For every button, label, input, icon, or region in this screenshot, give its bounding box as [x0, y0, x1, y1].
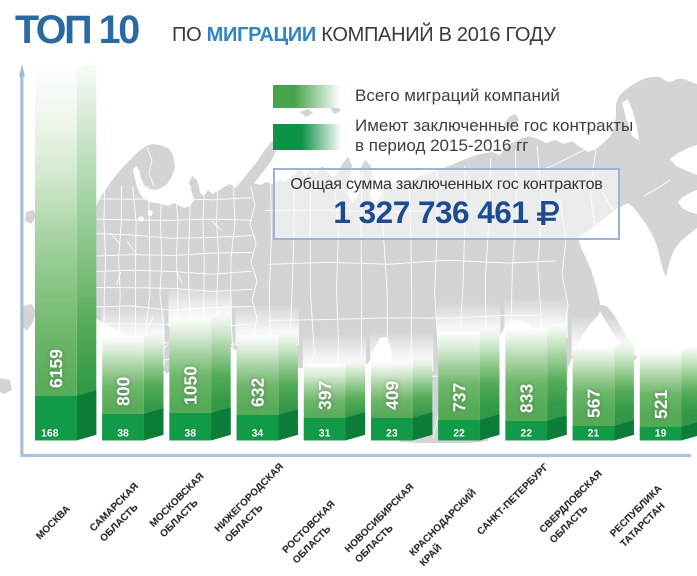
svg-text:800: 800 — [113, 377, 133, 406]
svg-text:833: 833 — [516, 384, 536, 413]
svg-text:6159: 6159 — [46, 349, 66, 388]
svg-text:22: 22 — [453, 428, 465, 440]
svg-text:1050: 1050 — [180, 366, 200, 405]
svg-text:22: 22 — [520, 428, 532, 440]
svg-text:23: 23 — [386, 428, 398, 440]
svg-text:409: 409 — [382, 381, 402, 410]
svg-text:38: 38 — [184, 428, 196, 440]
svg-text:СВЕРДЛОВСКАЯОБЛАСТЬ: СВЕРДЛОВСКАЯОБЛАСТЬ — [538, 469, 615, 546]
svg-text:737: 737 — [449, 383, 469, 412]
svg-text:632: 632 — [248, 378, 268, 407]
svg-text:МОСКВА: МОСКВА — [34, 504, 72, 542]
svg-text:168: 168 — [41, 428, 59, 440]
svg-text:РЕСПУБЛИКАТАТАРСТАН: РЕСПУБЛИКАТАТАРСТАН — [608, 483, 674, 549]
svg-text:34: 34 — [252, 428, 264, 440]
svg-text:38: 38 — [117, 428, 129, 440]
svg-text:РОСТОВСКАЯОБЛАСТЬ: РОСТОВСКАЯОБЛАСТЬ — [281, 499, 348, 566]
svg-text:567: 567 — [584, 389, 604, 418]
svg-text:21: 21 — [588, 428, 600, 440]
svg-text:МОСКОВСКАЯОБЛАСТЬ: МОСКОВСКАЯОБЛАСТЬ — [148, 471, 217, 540]
svg-text:397: 397 — [315, 381, 335, 410]
svg-text:31: 31 — [319, 428, 331, 440]
svg-text:521: 521 — [651, 390, 671, 419]
svg-text:САМАРСКАЯОБЛАСТЬ: САМАРСКАЯОБЛАСТЬ — [88, 481, 151, 544]
svg-text:НИЖЕГОРОДСКАЯОБЛАСТЬ: НИЖЕГОРОДСКАЯОБЛАСТЬ — [213, 461, 296, 544]
svg-text:19: 19 — [655, 428, 667, 440]
